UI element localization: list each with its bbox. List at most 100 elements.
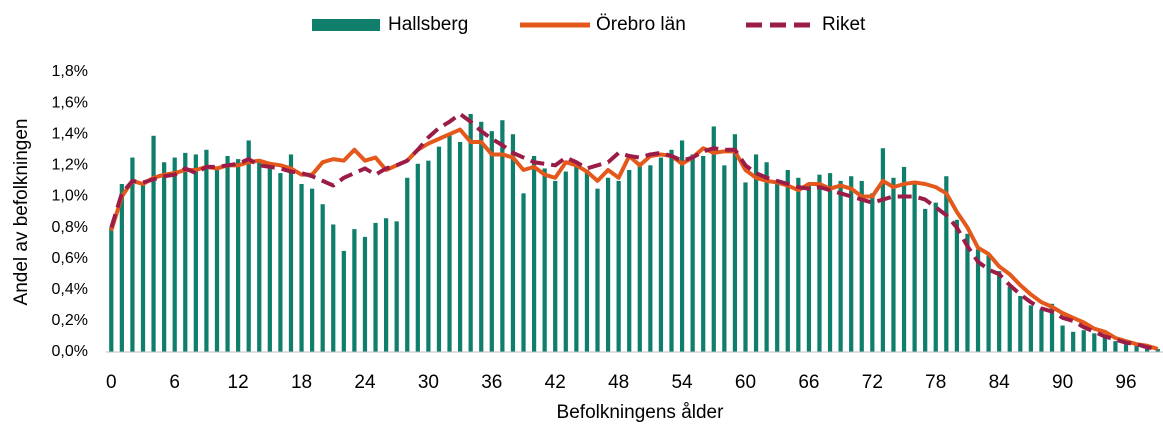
y-axis-title: Andel av befolkningen	[11, 119, 32, 306]
bar	[1007, 286, 1012, 352]
bar	[722, 165, 727, 352]
bar	[584, 170, 590, 352]
bar	[806, 184, 812, 352]
bar	[352, 229, 357, 352]
bar	[531, 156, 537, 352]
bar	[764, 162, 769, 352]
bar	[563, 171, 568, 352]
bar	[827, 173, 833, 352]
bar	[796, 177, 801, 352]
y-tick-label: 1,2%	[52, 157, 88, 174]
x-tick-label: 18	[291, 372, 312, 393]
y-tick-label: 1,0%	[52, 188, 88, 205]
bar	[468, 114, 473, 352]
bar	[891, 177, 896, 352]
bar	[627, 170, 632, 352]
bar	[954, 219, 959, 352]
bar	[383, 218, 389, 352]
x-tick-label: 72	[862, 372, 883, 393]
bar	[1071, 331, 1076, 352]
bar	[172, 157, 177, 352]
bar	[986, 255, 991, 352]
bar	[373, 222, 378, 352]
x-tick-label: 96	[1115, 372, 1136, 393]
bar	[214, 168, 220, 352]
bar	[500, 120, 505, 352]
bar	[669, 149, 674, 352]
bar	[278, 173, 283, 352]
bar	[648, 165, 653, 352]
bar	[1155, 348, 1160, 352]
bar	[405, 177, 410, 352]
bar	[415, 163, 420, 352]
bar	[658, 157, 664, 352]
bar	[193, 154, 198, 352]
bar	[1102, 336, 1107, 352]
x-tick-label: 54	[671, 372, 693, 393]
bar	[711, 126, 716, 352]
bar	[817, 174, 822, 352]
bar	[130, 157, 135, 352]
bar	[257, 162, 262, 352]
x-tick-label: 12	[228, 372, 249, 393]
bar	[457, 142, 463, 352]
x-tick-label: 90	[1052, 372, 1073, 393]
bar	[362, 236, 368, 352]
line	[109, 127, 1159, 351]
x-tick-label: 84	[989, 372, 1011, 393]
bar	[859, 180, 864, 352]
bar	[394, 221, 399, 352]
x-tick-label: 6	[169, 372, 180, 393]
x-tick-label: 42	[545, 372, 566, 393]
x-tick-label: 30	[418, 372, 439, 393]
bar	[204, 149, 209, 352]
bar	[1092, 333, 1097, 352]
bar	[246, 140, 251, 352]
bar	[1049, 303, 1055, 352]
x-tick-label: 78	[925, 372, 946, 393]
bar	[923, 208, 928, 352]
bar	[1018, 296, 1023, 352]
bar	[119, 184, 124, 352]
bar	[479, 121, 484, 353]
bar	[1113, 341, 1118, 352]
bar	[933, 202, 938, 352]
bar	[310, 188, 315, 352]
bar	[151, 135, 156, 352]
bar	[901, 166, 907, 352]
bar	[605, 177, 611, 352]
bar	[1028, 305, 1033, 352]
bar	[341, 250, 346, 352]
bar	[267, 168, 272, 352]
bar	[426, 160, 431, 352]
bar	[489, 131, 494, 352]
line	[109, 112, 1159, 351]
bar	[331, 224, 336, 352]
bar	[1134, 344, 1139, 352]
y-tick-label: 0,8%	[52, 219, 88, 236]
bar	[183, 152, 188, 352]
bar	[785, 170, 790, 352]
y-tick-label: 1,4%	[52, 125, 88, 142]
bar	[997, 271, 1002, 352]
bar	[743, 182, 748, 352]
bar	[753, 154, 759, 352]
bar	[701, 156, 706, 352]
bar	[912, 184, 917, 352]
bar	[690, 154, 695, 352]
legend-label: Örebro län	[596, 14, 686, 35]
bar	[975, 249, 981, 352]
bar	[320, 204, 325, 352]
bar	[521, 193, 526, 352]
y-tick-label: 1,8%	[52, 63, 88, 80]
bar	[436, 146, 442, 352]
bar	[1081, 330, 1086, 352]
x-tick-label: 0	[106, 372, 117, 393]
bar	[510, 134, 516, 352]
bar	[1123, 344, 1129, 352]
bar	[299, 184, 304, 352]
bar	[732, 134, 738, 352]
bar	[542, 168, 547, 352]
bar	[574, 162, 579, 352]
x-tick-label: 60	[735, 372, 756, 393]
